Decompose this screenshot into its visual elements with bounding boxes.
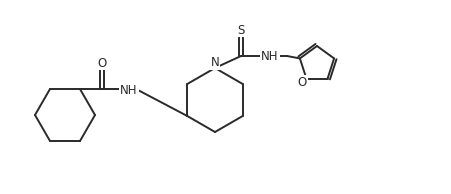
Text: N: N — [210, 56, 219, 69]
Text: NH: NH — [120, 84, 138, 97]
Text: O: O — [97, 56, 106, 69]
Text: S: S — [237, 23, 244, 36]
Text: NH: NH — [261, 50, 278, 63]
Text: O: O — [297, 76, 306, 89]
